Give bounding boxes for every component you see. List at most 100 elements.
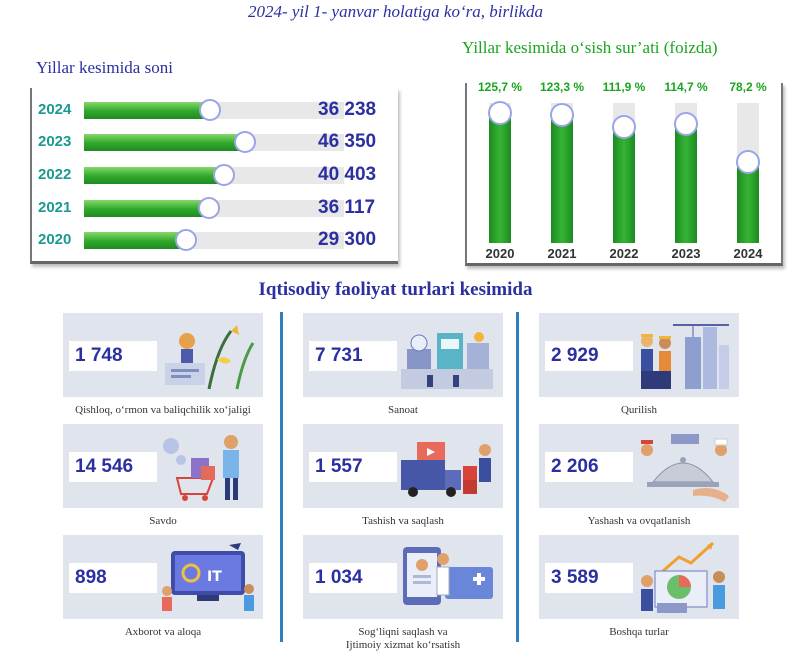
bar-column: 123,3 % 2021 xyxy=(531,80,593,263)
bar xyxy=(675,124,697,243)
activity-card: 1 748 xyxy=(63,313,263,397)
bar-row: 2020 29 300 xyxy=(32,229,400,251)
activity-card: 7 731 xyxy=(303,313,503,397)
bar-column: 111,9 % 2022 xyxy=(593,80,655,263)
card-label: Qishloq, o‘rmon va baliqchilik xo‘jaligi xyxy=(75,404,251,416)
right-chart-title: Yillar kesimida o‘sish sur’ati (foizda) xyxy=(462,38,718,57)
card-label: Qurilish xyxy=(620,404,658,416)
bar-value-label: 114,7 % xyxy=(664,80,708,94)
bar-value-label: 123,3 % xyxy=(539,80,585,94)
bar xyxy=(737,161,759,243)
page-title: 2024- yil 1- yanvar holatiga ko‘ra, birl… xyxy=(247,2,544,21)
card-label: Boshqa turlar xyxy=(609,626,669,638)
card-value: 2 929 xyxy=(545,341,633,371)
bar-value-label: 111,9 % xyxy=(602,80,646,94)
card-value: 1 034 xyxy=(309,563,397,593)
bar-category-label: 2023 xyxy=(38,133,72,150)
bar xyxy=(489,112,511,243)
card-value: 1 748 xyxy=(69,341,157,371)
food-service-illustration xyxy=(633,430,733,504)
bar-track xyxy=(550,103,574,243)
card-label: Axborot va aloqa xyxy=(124,626,202,638)
card-value: 898 xyxy=(69,563,157,593)
bar-column: 78,2 % 2024 xyxy=(717,80,779,263)
bar-end-marker xyxy=(612,114,636,139)
construction-illustration xyxy=(633,319,733,393)
bar xyxy=(84,102,210,119)
card-value: 1 557 xyxy=(309,452,397,482)
bar-track xyxy=(84,197,344,219)
activity-card: 898 IT xyxy=(63,535,263,619)
bar-category-label: 2022 xyxy=(38,166,72,183)
bar-category-label: 2020 xyxy=(38,231,72,248)
bar-track xyxy=(612,103,636,243)
healthcare-illustration xyxy=(397,541,497,615)
card-label: Tashish va saqlash xyxy=(362,515,444,527)
bar-row: 2023 46 350 xyxy=(32,131,400,153)
horizontal-bar-chart: 2024 36 238 2023 46 350 2022 40 403 2021 36 117… xyxy=(30,88,398,264)
activity-card: 2 929 xyxy=(539,313,739,397)
bar-track xyxy=(488,100,512,243)
card-value: 2 206 xyxy=(545,452,633,482)
bar-column: 114,7 % 2023 xyxy=(655,80,717,263)
bar-value-label: 36 117 xyxy=(318,197,376,218)
card-value: 3 589 xyxy=(545,563,633,593)
bar-value-label: 125,7 % xyxy=(477,80,523,94)
bar-value-label: 29 300 xyxy=(318,229,377,250)
bar-value-label: 78,2 % xyxy=(729,80,767,94)
card-label: Savdo xyxy=(149,515,177,527)
bar-track xyxy=(84,99,344,121)
activity-card: 1 034 xyxy=(303,535,503,619)
bar xyxy=(551,115,573,243)
column-divider xyxy=(516,312,519,642)
activity-card: 2 206 xyxy=(539,424,739,508)
bar-end-marker xyxy=(233,131,256,153)
other-illustration xyxy=(633,541,733,615)
section-title: Iqtisodiy faoliyat turlari kesimida xyxy=(258,279,533,300)
it-illustration: IT xyxy=(157,541,257,615)
vertical-bar-chart: 125,7 % 2020 123,3 % 2021 111,9 % 2022 114,7 %… xyxy=(465,80,783,266)
bar-track xyxy=(84,164,344,186)
activity-card: 14 546 xyxy=(63,424,263,508)
left-chart-title: Yillar kesimida soni xyxy=(36,58,173,77)
industry-illustration xyxy=(397,319,497,393)
card-value: 14 546 xyxy=(69,452,157,482)
bar-category-label: 2023 xyxy=(671,246,701,261)
bar-value-label: 40 403 xyxy=(318,164,377,185)
bar-category-label: 2024 xyxy=(38,101,72,118)
agriculture-illustration xyxy=(157,319,257,393)
bar-track xyxy=(674,103,698,243)
bar-end-marker xyxy=(674,112,698,137)
bar-end-marker xyxy=(198,99,221,121)
bar xyxy=(84,167,225,184)
bar-category-label: 2021 xyxy=(547,246,577,261)
bar-column: 125,7 % 2020 xyxy=(469,80,531,263)
trade-illustration xyxy=(157,430,257,504)
column-divider xyxy=(280,312,283,642)
bar-end-marker xyxy=(198,197,221,219)
bar xyxy=(84,200,210,217)
bar-row: 2021 36 117 xyxy=(32,197,400,219)
bar-end-marker xyxy=(736,149,760,174)
bar-category-label: 2021 xyxy=(38,199,72,216)
bar-end-marker xyxy=(213,164,236,186)
svg-text:IT: IT xyxy=(207,569,222,585)
bar-value-label: 36 238 xyxy=(318,99,377,120)
bar-row: 2022 40 403 xyxy=(32,164,400,186)
bar xyxy=(84,232,186,249)
bar-end-marker xyxy=(174,229,197,251)
bar-end-marker xyxy=(488,100,512,125)
bar xyxy=(613,126,635,243)
bar-row: 2024 36 238 xyxy=(32,99,400,121)
card-value: 7 731 xyxy=(309,341,397,371)
bar-category-label: 2020 xyxy=(485,246,515,261)
bar-track xyxy=(84,131,344,153)
bar-track xyxy=(84,229,344,251)
activity-card: 1 557 xyxy=(303,424,503,508)
bar-value-label: 46 350 xyxy=(318,131,377,152)
activity-card: 3 589 xyxy=(539,535,739,619)
bar-category-label: 2022 xyxy=(609,246,639,261)
bar-category-label: 2024 xyxy=(733,246,763,261)
bar xyxy=(84,134,245,151)
transport-illustration xyxy=(397,430,497,504)
